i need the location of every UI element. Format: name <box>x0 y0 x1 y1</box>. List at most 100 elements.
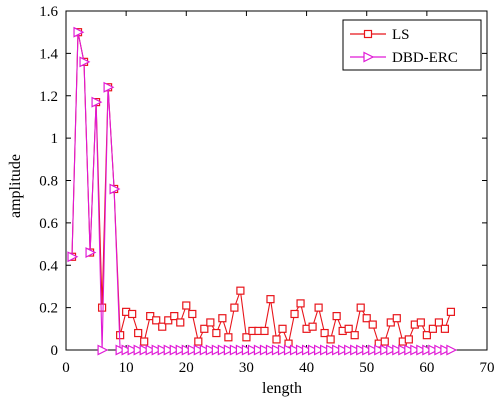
series-group <box>67 26 458 356</box>
data-point <box>200 324 209 333</box>
data-point <box>205 344 217 356</box>
y-tick-label: 0.8 <box>39 174 58 190</box>
data-point <box>277 344 289 356</box>
data-point <box>326 335 335 344</box>
data-point <box>247 344 259 356</box>
x-axis-title: length <box>262 380 302 397</box>
data-point <box>115 344 127 356</box>
x-tick-label: 10 <box>119 360 134 376</box>
y-tick-label: 1.4 <box>39 46 58 62</box>
data-point <box>211 344 223 356</box>
data-point <box>386 318 395 327</box>
data-point <box>212 328 221 338</box>
data-point <box>290 309 299 319</box>
data-point <box>229 344 241 356</box>
data-point <box>193 344 205 356</box>
data-point <box>434 318 443 327</box>
data-point <box>392 344 404 356</box>
y-tick-label: 1.6 <box>39 4 58 20</box>
y-tick-label: 0.4 <box>39 258 58 274</box>
data-point <box>410 344 422 356</box>
data-point <box>139 344 151 356</box>
data-point <box>350 331 359 340</box>
data-point <box>67 251 79 263</box>
data-point <box>91 96 103 108</box>
data-point <box>223 344 235 356</box>
data-point <box>296 299 305 308</box>
data-point <box>175 344 187 356</box>
data-point <box>440 324 449 333</box>
y-tick-label: 0 <box>51 343 59 359</box>
data-point <box>338 344 349 356</box>
x-tick-label: 0 <box>62 360 70 376</box>
data-point <box>356 344 368 356</box>
data-point <box>85 247 97 259</box>
data-point <box>320 328 329 338</box>
data-point <box>386 344 398 356</box>
legend: LS DBD-ERC <box>342 19 482 71</box>
data-point <box>422 344 434 356</box>
x-tick-label: 70 <box>480 360 495 376</box>
x-tick-label: 30 <box>239 360 254 376</box>
data-point <box>428 324 437 333</box>
data-point <box>265 344 277 356</box>
legend-label-ls: LS <box>392 27 410 43</box>
data-point <box>404 344 416 356</box>
data-point <box>176 318 185 327</box>
data-point <box>446 344 458 356</box>
data-point <box>434 344 446 356</box>
data-point <box>404 335 413 344</box>
data-point <box>356 303 365 312</box>
data-point <box>326 344 337 356</box>
data-point <box>332 344 343 356</box>
data-point <box>169 344 181 356</box>
data-point <box>127 344 139 356</box>
y-tick-label: 0.6 <box>39 216 58 232</box>
series-line <box>71 32 452 346</box>
data-point <box>194 337 203 346</box>
data-point <box>133 344 145 356</box>
data-point <box>103 81 115 93</box>
data-point <box>422 331 431 340</box>
data-point <box>128 309 137 319</box>
data-point <box>374 344 386 356</box>
y-tick-label: 0.2 <box>39 301 58 317</box>
data-point <box>170 312 179 321</box>
data-point <box>278 324 287 333</box>
data-point <box>350 344 362 356</box>
data-point <box>362 344 374 356</box>
data-point <box>314 303 323 312</box>
data-point <box>163 344 175 356</box>
data-point <box>362 314 371 323</box>
data-point <box>217 344 229 356</box>
data-point <box>140 337 149 346</box>
data-point <box>181 344 193 356</box>
data-point <box>145 344 157 356</box>
legend-items <box>350 29 386 63</box>
series-ls <box>67 28 456 348</box>
x-tick-label: 50 <box>359 360 374 376</box>
data-point <box>301 344 313 356</box>
data-point <box>272 335 281 344</box>
data-point <box>253 344 265 356</box>
data-point <box>134 328 143 338</box>
data-point <box>241 344 253 356</box>
legend-marker-sample <box>363 51 375 63</box>
data-point <box>344 324 353 333</box>
data-point <box>97 303 107 312</box>
legend-box <box>342 19 482 71</box>
y-axis-title: amplitude <box>7 154 24 218</box>
data-point <box>158 322 167 331</box>
data-point <box>79 56 91 68</box>
data-point <box>307 344 319 356</box>
data-point <box>308 322 317 331</box>
data-point <box>230 303 239 312</box>
data-point <box>260 326 269 336</box>
data-point <box>242 333 251 342</box>
legend-marker-sample <box>363 29 373 39</box>
data-point <box>314 344 325 356</box>
y-tick-label: 1.2 <box>39 89 58 105</box>
data-point <box>344 344 356 356</box>
legend-label-dbd-erc: DBD-ERC <box>392 50 458 66</box>
